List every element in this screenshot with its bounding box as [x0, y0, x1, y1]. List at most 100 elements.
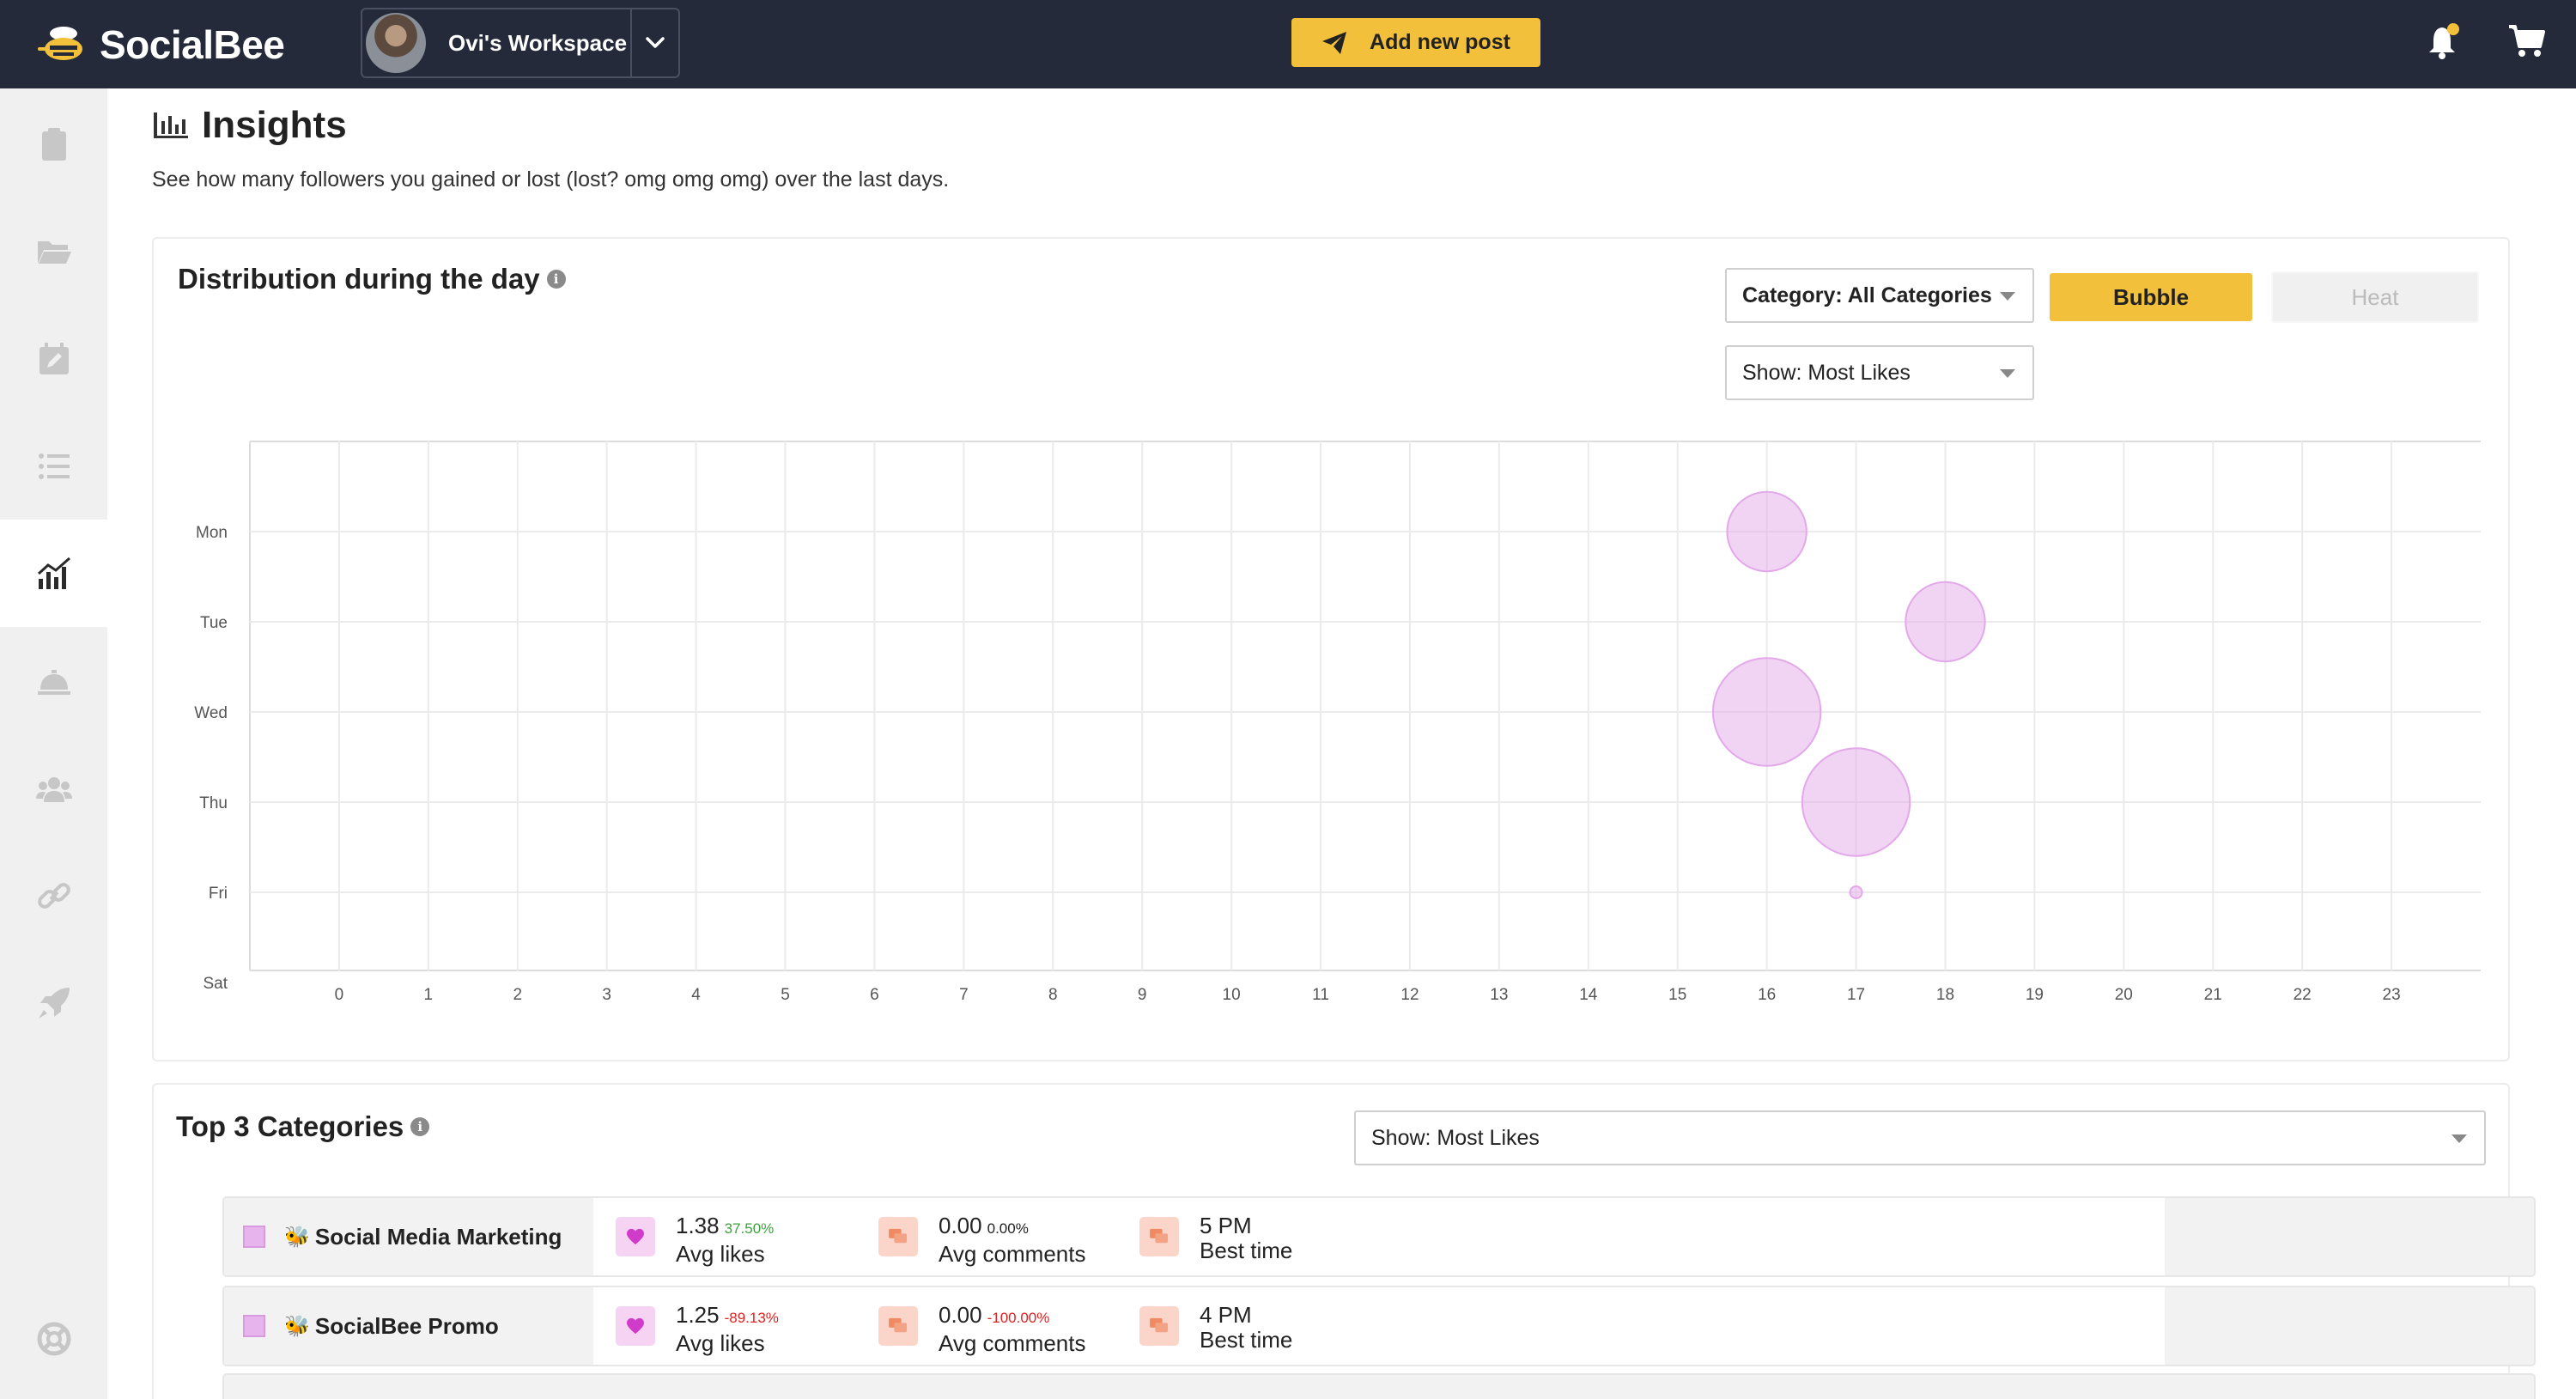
x-tick-label: 14	[1579, 986, 1598, 1004]
info-icon[interactable]: i	[546, 270, 566, 289]
bubble-point	[1726, 490, 1807, 573]
best-time-metric: 4 PM Best time	[1139, 1303, 1292, 1354]
category-name: SocialBee Promo	[314, 1312, 499, 1339]
sidebar-item-team[interactable]	[0, 734, 107, 842]
avg-likes-change: -89.13%	[724, 1310, 779, 1326]
x-tick-label: 10	[1223, 986, 1241, 1004]
category-row-partial[interactable]	[222, 1373, 2536, 1399]
category-color-swatch	[243, 1315, 265, 1337]
y-tick-label: Tue	[200, 614, 228, 632]
x-tick-label: 21	[2204, 986, 2222, 1004]
chevron-down-icon[interactable]	[632, 9, 678, 76]
bubble-point	[1711, 657, 1822, 767]
rocket-icon	[38, 987, 70, 1019]
top-categories-title: Top 3 Categories i	[176, 1110, 430, 1143]
workspace-switcher[interactable]: Ovi's Workspace	[361, 8, 680, 78]
top-categories-title-text: Top 3 Categories	[176, 1110, 404, 1142]
sidebar-item-queue[interactable]	[0, 412, 107, 520]
avg-likes-label: Avg likes	[676, 1330, 765, 1356]
y-tick-label: Thu	[199, 794, 228, 812]
cart-icon[interactable]	[2507, 24, 2545, 58]
socialbee-logo[interactable]: SocialBee	[38, 21, 285, 69]
top-categories-show-value: Show: Most Likes	[1371, 1125, 1540, 1150]
caret-down-icon	[2000, 292, 2015, 301]
category-row[interactable]: 🐝 SocialBee Promo 1.25 -89.13% Avg likes 0.00…	[222, 1286, 2536, 1366]
sidebar-item-content[interactable]	[0, 90, 107, 198]
bubble-point	[1801, 747, 1911, 857]
avatar	[366, 13, 426, 73]
add-new-post-button[interactable]: Add new post	[1291, 18, 1540, 67]
workspace-name: Ovi's Workspace	[448, 29, 628, 56]
page-description: See how many followers you gained or los…	[152, 167, 950, 192]
lifebuoy-icon	[37, 1322, 70, 1355]
calendar-edit-icon	[39, 342, 69, 374]
x-tick-label: 20	[2115, 986, 2133, 1004]
best-time-label: Best time	[1200, 1238, 1293, 1263]
category-select[interactable]: Category: All Categories	[1725, 268, 2034, 323]
bee-emoji-icon: 🐝	[284, 1314, 310, 1338]
top-categories-card: Top 3 Categories i Show: Most Likes 🐝 Soc…	[152, 1083, 2536, 1399]
link-icon	[37, 882, 70, 909]
bell-icon[interactable]	[2427, 22, 2461, 60]
caret-down-icon	[2000, 369, 2015, 378]
heart-icon	[616, 1217, 655, 1256]
x-tick-label: 23	[2383, 986, 2401, 1004]
category-name: Social Media Marketing	[314, 1223, 562, 1250]
x-tick-label: 3	[602, 986, 611, 1004]
analytics-icon	[37, 557, 70, 589]
avg-comments-metric: 0.00 -100.00% Avg comments	[878, 1302, 1085, 1356]
info-icon[interactable]: i	[410, 1117, 430, 1136]
avg-likes-metric: 1.38 37.50% Avg likes	[616, 1213, 774, 1267]
distribution-card: Distribution during the day i Category: …	[152, 237, 2510, 1061]
clipboard-icon	[41, 127, 66, 161]
avg-likes-value: 1.38	[676, 1213, 720, 1238]
category-name-cell: 🐝 SocialBee Promo	[224, 1287, 593, 1365]
y-tick-label: Fri	[209, 885, 228, 903]
bar-chart-icon	[154, 113, 188, 138]
x-tick-label: 22	[2293, 986, 2312, 1004]
logo-text: SocialBee	[100, 22, 285, 67]
main-content: Insights See how many followers you gain…	[107, 88, 2576, 1399]
add-new-post-label: Add new post	[1370, 30, 1510, 54]
bubble-toggle-button[interactable]: Bubble	[2050, 273, 2252, 321]
heat-toggle-button[interactable]: Heat	[2271, 271, 2479, 323]
comments-icon	[1139, 1306, 1179, 1346]
avg-comments-change: -100.00%	[987, 1310, 1050, 1326]
heart-icon	[616, 1306, 655, 1346]
sidebar-item-growth[interactable]	[0, 949, 107, 1056]
sidebar-item-help[interactable]	[0, 1285, 107, 1392]
distribution-title-text: Distribution during the day	[178, 263, 540, 295]
avg-comments-metric: 0.00 0.00% Avg comments	[878, 1213, 1085, 1267]
sidebar-item-categories[interactable]	[0, 198, 107, 305]
concierge-bell-icon	[37, 669, 70, 695]
x-tick-label: 5	[781, 986, 790, 1004]
x-tick-label: 18	[1936, 986, 1954, 1004]
best-time-label: Best time	[1200, 1327, 1293, 1353]
list-icon	[38, 453, 70, 479]
folder-icon	[37, 240, 71, 264]
y-tick-label: Sat	[203, 975, 228, 993]
divider	[630, 9, 632, 76]
sidebar	[0, 88, 107, 1399]
avg-likes-label: Avg likes	[676, 1241, 765, 1267]
x-tick-label: 8	[1048, 986, 1058, 1004]
paper-plane-icon	[1322, 31, 1347, 54]
x-tick-label: 6	[870, 986, 879, 1004]
category-metrics: 1.38 37.50% Avg likes 0.00 0.00% Avg comments…	[593, 1198, 2165, 1275]
sidebar-item-concierge[interactable]	[0, 627, 107, 734]
bubble-point	[1849, 885, 1863, 899]
x-tick-label: 11	[1312, 986, 1329, 1004]
show-select[interactable]: Show: Most Likes	[1725, 345, 2034, 400]
show-select-value: Show: Most Likes	[1742, 360, 1911, 385]
comments-icon	[1139, 1217, 1179, 1256]
caret-down-icon	[2451, 1134, 2467, 1143]
sidebar-item-links[interactable]	[0, 842, 107, 949]
category-select-value: Category: All Categories	[1742, 283, 1992, 307]
avg-comments-value: 0.00	[939, 1302, 982, 1328]
x-tick-label: 7	[959, 986, 969, 1004]
sidebar-item-schedule[interactable]	[0, 305, 107, 412]
y-tick-label: Wed	[194, 704, 228, 722]
category-row[interactable]: 🐝 Social Media Marketing 1.38 37.50% Avg lik…	[222, 1196, 2536, 1277]
sidebar-item-insights[interactable]	[0, 520, 107, 627]
top-categories-show-select[interactable]: Show: Most Likes	[1354, 1110, 2486, 1165]
